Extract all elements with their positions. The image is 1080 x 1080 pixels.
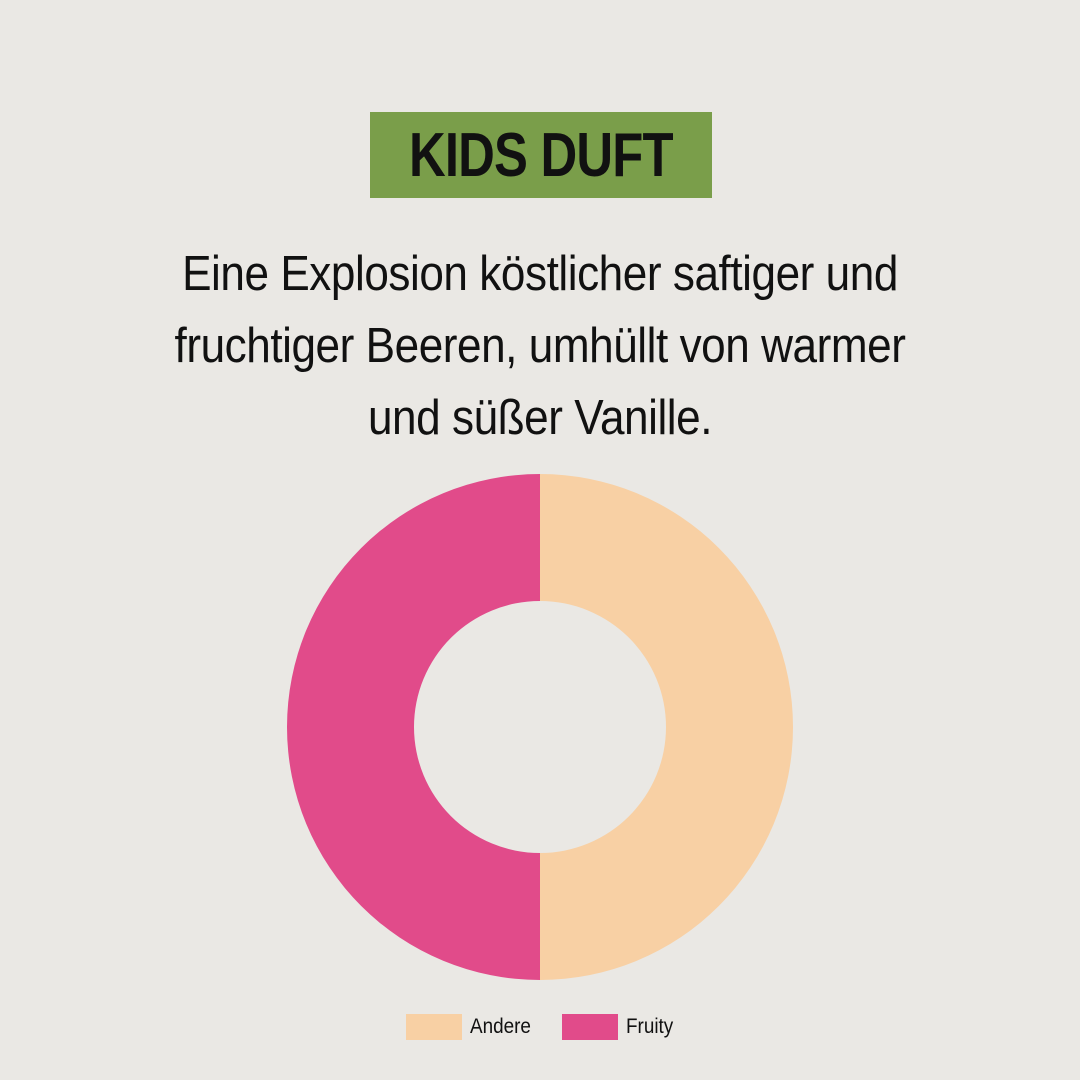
donut-slice-fruity xyxy=(287,474,540,980)
title: KIDS DUFT xyxy=(409,120,674,190)
legend-label-fruity: Fruity xyxy=(625,1015,673,1038)
title-box: KIDS DUFT xyxy=(370,112,712,198)
legend-swatch-fruity xyxy=(561,1014,618,1040)
legend-label-andere: Andere xyxy=(470,1015,531,1038)
subtitle-line-3: und süßer Vanille. xyxy=(367,391,713,445)
legend: Andere Fruity xyxy=(406,1014,702,1040)
subtitle-line-1: Eine Explosion köstlicher saftiger und xyxy=(182,247,898,301)
subtitle-line-2: fruchtiger Beeren, umhüllt von warmer xyxy=(174,319,906,373)
legend-swatch-andere xyxy=(406,1014,462,1040)
donut-slice-andere xyxy=(540,474,793,980)
subtitle: Eine Explosion köstlicher saftiger und f… xyxy=(0,238,1080,454)
